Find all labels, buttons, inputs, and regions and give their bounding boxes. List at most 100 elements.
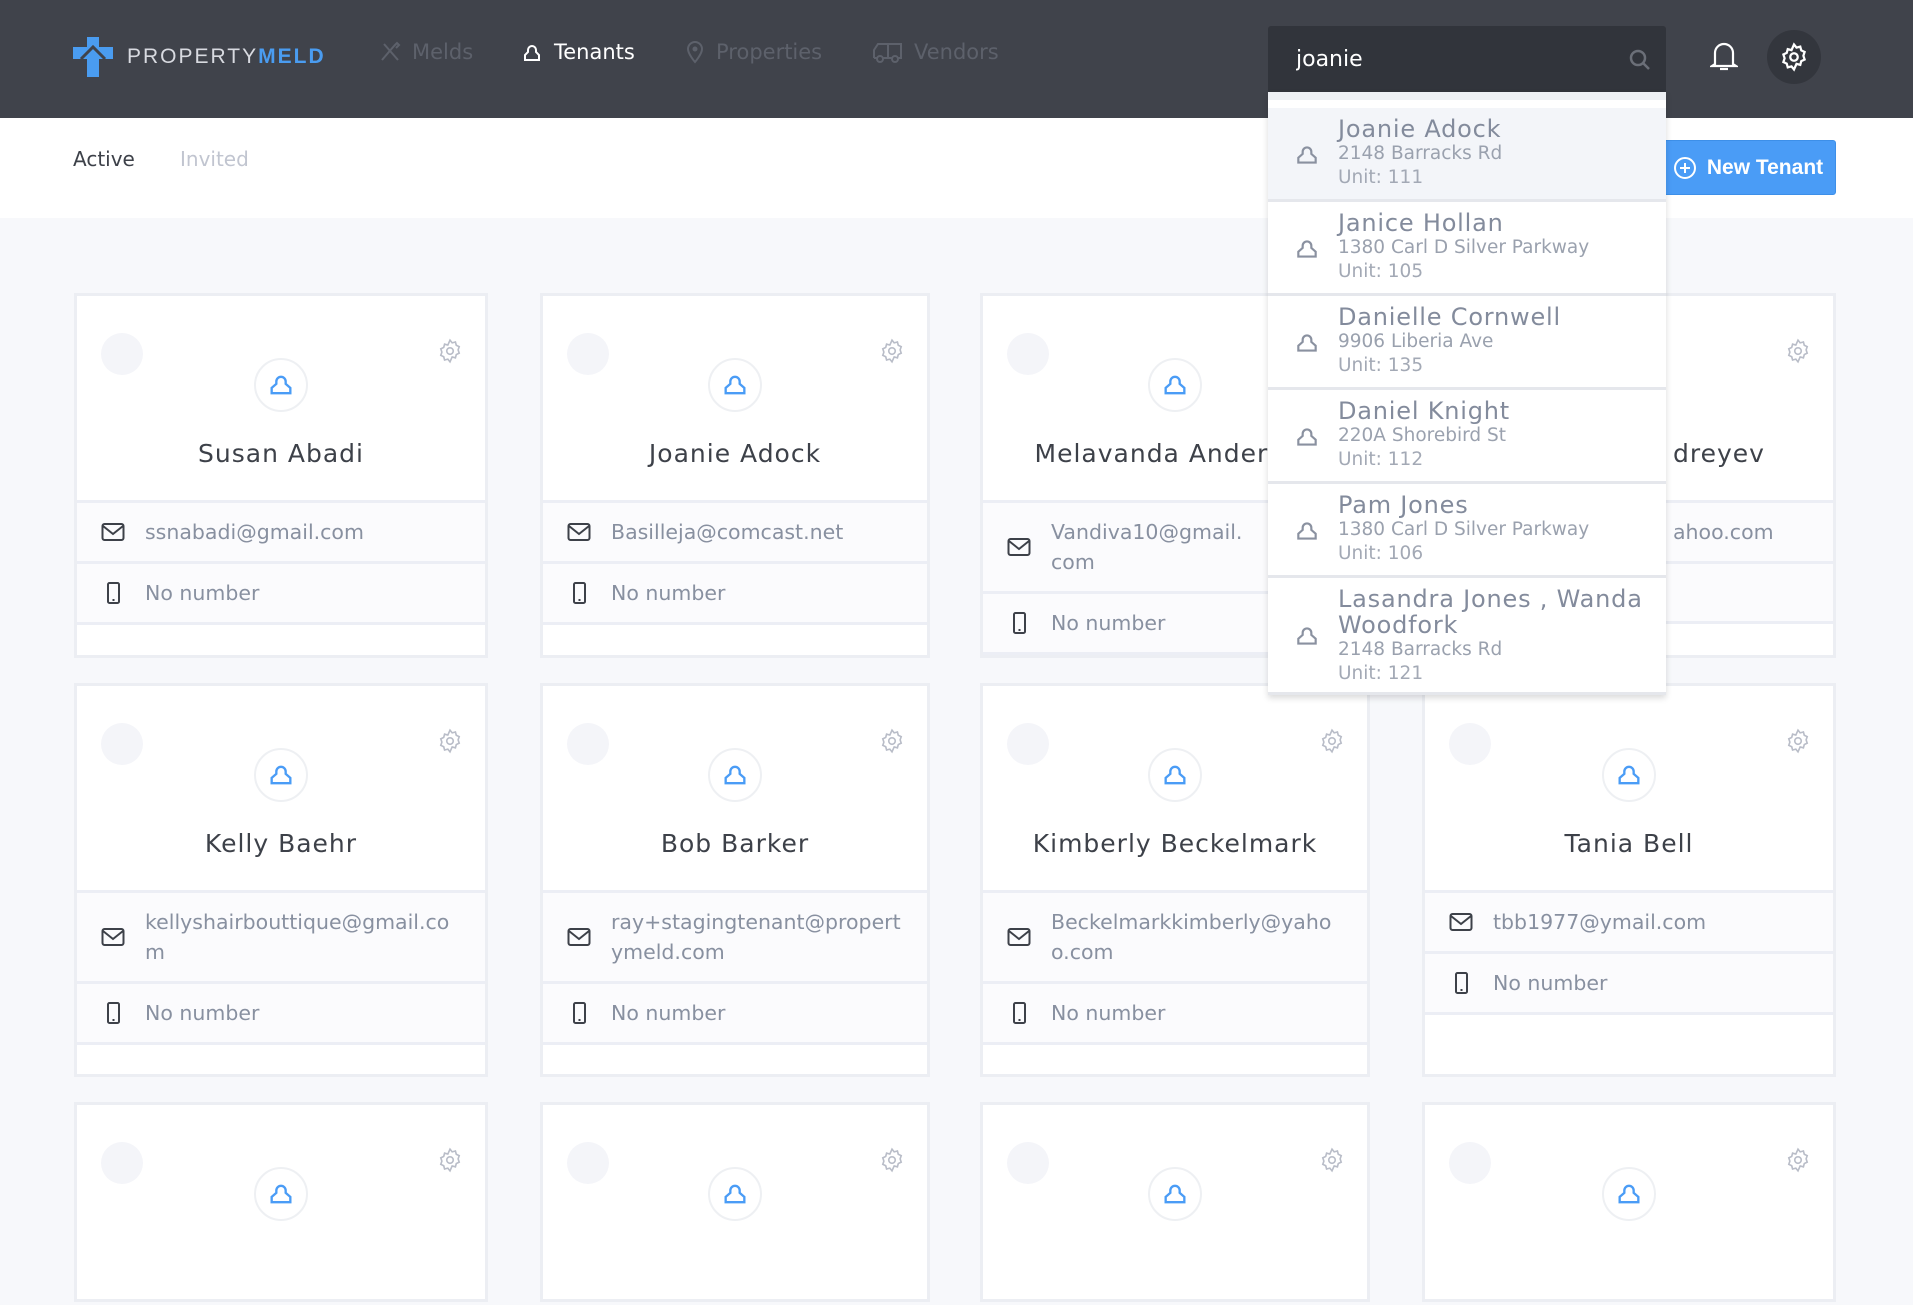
logo-icon: [73, 37, 113, 77]
mobile-phone-icon: [1013, 1002, 1026, 1024]
tenant-card[interactable]: Kelly Baehr kellyshairbouttique@gmail.com…: [74, 683, 488, 1077]
tab-invited[interactable]: Invited: [180, 147, 249, 171]
avatar-placeholder: [567, 1142, 609, 1184]
tenant-name[interactable]: [77, 1245, 485, 1273]
tenant-phone: No number: [611, 1001, 726, 1025]
tenant-email[interactable]: Vandiva10@gmail.com: [1051, 520, 1243, 574]
avatar: [254, 1167, 308, 1221]
tenant-settings-button[interactable]: [1785, 728, 1811, 758]
gear-icon: [1787, 338, 1809, 364]
tenant-email[interactable]: Beckelmarkkimberly@yahoo.com: [1051, 910, 1332, 964]
mobile-phone-icon: [1013, 612, 1026, 634]
tenant-card[interactable]: Joanie Adock Basilleja@comcast.net No numb…: [540, 293, 930, 658]
result-address: 1380 Carl D Silver Parkway: [1338, 237, 1590, 258]
avatar: [254, 748, 308, 802]
tenant-settings-button[interactable]: [1319, 1147, 1345, 1177]
tenant-name[interactable]: Susan Abadi: [198, 439, 364, 468]
user-icon: [724, 765, 746, 785]
tenant-phone-row: No number: [77, 981, 485, 1042]
tenant-name[interactable]: Bob Barker: [660, 829, 810, 858]
avatar-placeholder: [567, 333, 609, 375]
tab-active[interactable]: Active: [73, 147, 135, 171]
tenant-card[interactable]: [540, 1102, 930, 1302]
nav-vendors[interactable]: Vendors: [872, 40, 999, 64]
card-footer: [543, 1042, 927, 1074]
search-input[interactable]: [1296, 42, 1616, 76]
gear-icon: [1321, 1147, 1343, 1173]
result-unit: Unit: 121: [1338, 663, 1424, 684]
tenant-card[interactable]: [980, 1102, 1370, 1302]
gear-icon: [1787, 728, 1809, 754]
tenant-phone-row: No number: [983, 981, 1367, 1042]
user-icon: [1164, 1184, 1186, 1204]
tenant-name[interactable]: [543, 1245, 927, 1273]
avatar: [1148, 1167, 1202, 1221]
tenant-card[interactable]: Bob Barker ray+stagingtenant@propertymeld…: [540, 683, 930, 1077]
tenant-email[interactable]: ahoo.com: [1673, 520, 1774, 544]
search-result-item[interactable]: Daniel Knight 220A Shorebird St Unit: 112: [1268, 390, 1666, 484]
tenant-email[interactable]: ray+stagingtenant@propertymeld.com: [611, 910, 901, 964]
tenant-email[interactable]: ssnabadi@gmail.com: [145, 520, 364, 544]
tenant-settings-button[interactable]: [1785, 1147, 1811, 1177]
search-result-item[interactable]: Joanie Adock 2148 Barracks Rd Unit: 111: [1268, 108, 1666, 202]
tenant-name[interactable]: [983, 1245, 1367, 1273]
user-icon: [1297, 145, 1317, 164]
tenant-settings-button[interactable]: [1785, 338, 1811, 368]
tenant-email[interactable]: tbb1977@ymail.com: [1493, 910, 1707, 934]
tenant-email-row: tbb1977@ymail.com: [1425, 890, 1833, 951]
avatar: [1148, 748, 1202, 802]
bell-icon[interactable]: [1710, 40, 1738, 72]
tenant-settings-button[interactable]: [879, 728, 905, 758]
mail-icon: [101, 928, 125, 946]
new-tenant-button[interactable]: New Tenant: [1660, 140, 1836, 195]
logo-text-property: PROPERTY: [127, 45, 259, 68]
logo[interactable]: PROPERTYMELD: [73, 37, 326, 77]
search-result-item[interactable]: Danielle Cornwell 9906 Liberia Ave Unit: 1…: [1268, 296, 1666, 390]
settings-button[interactable]: [1767, 30, 1821, 84]
user-icon: [1164, 765, 1186, 785]
tenant-card[interactable]: [74, 1102, 488, 1302]
tenant-phone-row: No number: [77, 561, 485, 622]
search-result-item[interactable]: Lasandra Jones , Wanda Woodfork 2148 Barr…: [1268, 578, 1666, 695]
tenant-card[interactable]: Susan Abadi ssnabadi@gmail.com No number: [74, 293, 488, 658]
tenant-card[interactable]: Kimberly Beckelmark Beckelmarkkimberly@ya…: [980, 683, 1370, 1077]
tenant-settings-button[interactable]: [437, 338, 463, 368]
tenant-settings-button[interactable]: [879, 338, 905, 368]
tenant-name[interactable]: Kelly Baehr: [204, 829, 358, 858]
tenant-email[interactable]: Basilleja@comcast.net: [611, 520, 844, 544]
logo-text-meld: MELD: [258, 45, 326, 68]
tenant-name[interactable]: Melavanda Anderson: [1034, 439, 1316, 468]
avatar: [708, 1167, 762, 1221]
result-unit: Unit: 112: [1338, 449, 1424, 470]
tenant-settings-button[interactable]: [437, 1147, 463, 1177]
tenant-settings-button[interactable]: [879, 1147, 905, 1177]
tenant-phone-row: No number: [1425, 951, 1833, 1012]
gear-icon: [1321, 728, 1343, 754]
tenant-email[interactable]: kellyshairbouttique@gmail.com: [145, 910, 450, 964]
tenant-card[interactable]: Tania Bell tbb1977@ymail.com No number: [1422, 683, 1836, 1077]
avatar: [708, 748, 762, 802]
tenant-name[interactable]: [1425, 1245, 1833, 1273]
search-result-item[interactable]: Janice Hollan 1380 Carl D Silver Parkway U…: [1268, 202, 1666, 296]
tenant-card[interactable]: [1422, 1102, 1836, 1302]
mail-icon: [1007, 538, 1031, 556]
tenant-settings-button[interactable]: [1319, 728, 1345, 758]
tenant-settings-button[interactable]: [437, 728, 463, 758]
tenant-name[interactable]: dreyev: [1673, 439, 1765, 468]
tenant-name[interactable]: Joanie Adock: [648, 439, 822, 468]
top-nav-bar: PROPERTYMELD Melds Tenants Properties Ve…: [0, 0, 1913, 118]
search-result-item[interactable]: Pam Jones 1380 Carl D Silver Parkway Unit:…: [1268, 484, 1666, 578]
search-icon[interactable]: [1628, 48, 1652, 72]
tenant-name[interactable]: Tania Bell: [1564, 829, 1694, 858]
nav-tenants[interactable]: Tenants: [520, 40, 635, 64]
mail-icon: [1449, 913, 1473, 931]
user-icon: [1618, 1184, 1640, 1204]
result-unit: Unit: 106: [1338, 543, 1424, 564]
mobile-phone-icon: [107, 1002, 120, 1024]
result-unit: Unit: 105: [1338, 261, 1424, 282]
nav-melds[interactable]: Melds: [378, 40, 473, 64]
avatar: [1148, 358, 1202, 412]
mobile-phone-icon: [573, 582, 586, 604]
nav-properties[interactable]: Properties: [684, 40, 822, 64]
tenant-name[interactable]: Kimberly Beckelmark: [1032, 829, 1318, 858]
